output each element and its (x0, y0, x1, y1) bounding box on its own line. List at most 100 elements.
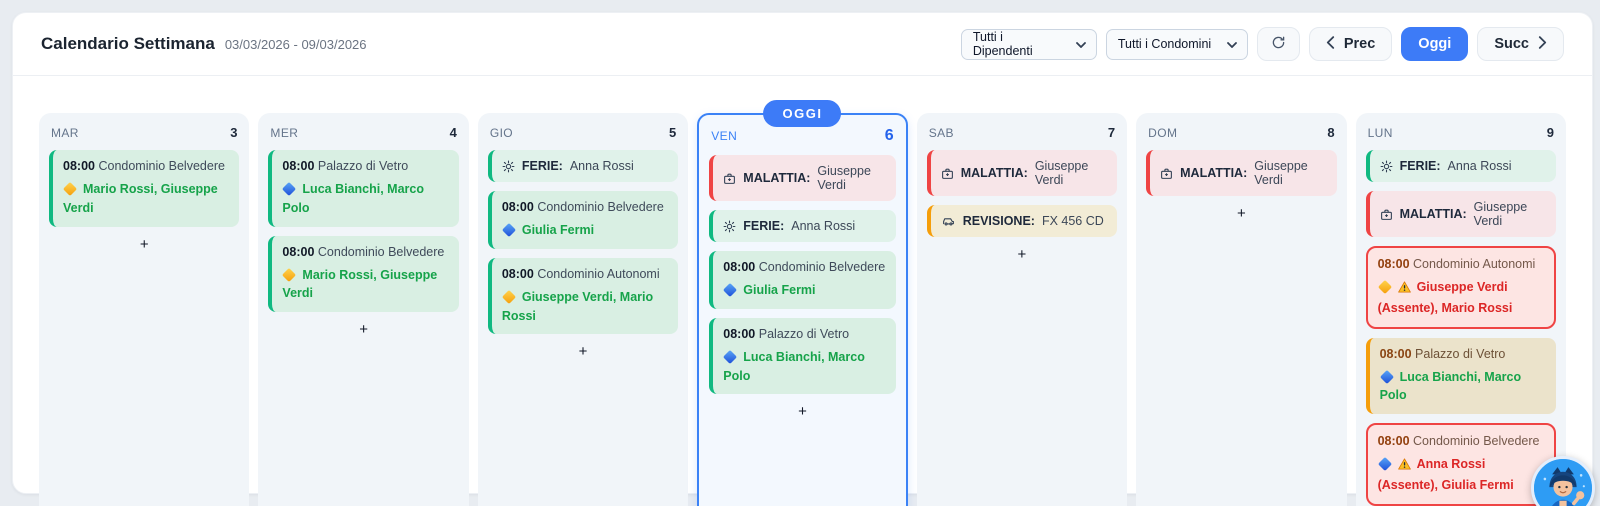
assistant-avatar[interactable] (1531, 456, 1595, 506)
date-range: 03/03/2026 - 09/03/2026 (224, 37, 367, 52)
event-time: 08:00 (1379, 346, 1412, 361)
event-card[interactable]: FERIE: Anna Rossi (487, 150, 679, 182)
event-attendees: Giuseppe Verdi (Assente), Mario Rossi (1377, 280, 1513, 315)
employees-filter-dropdown[interactable]: Tutti i Dipendenti (960, 28, 1097, 60)
event-attendees-row: Mario Rossi, Giuseppe Verdi (62, 180, 229, 218)
event-title-row: 08:00 Condominio Belvedere (1378, 434, 1544, 448)
day-header: DOM 8 (1148, 125, 1334, 140)
event-attendees-row: Giuseppe Verdi, Mario Rossi (501, 288, 668, 326)
event-title: Condominio Belvedere (758, 260, 886, 274)
day-name: VEN (711, 129, 738, 143)
event-time: 08:00 (63, 159, 95, 173)
event-title-row: 08:00 Condominio Autonomi (1378, 257, 1544, 271)
event-value: Giuseppe Verdi (817, 164, 871, 192)
event-value: Anna Rossi (569, 159, 634, 173)
event-value: Giuseppe Verdi (1034, 159, 1089, 187)
event-card[interactable]: 08:00 Condominio Autonomi Giuseppe Verdi,… (487, 257, 679, 335)
event-card[interactable]: 08:00 Condominio Belvedere Giulia Fermi (487, 191, 679, 249)
event-attendees-row: Luca Bianchi, Marco Polo (723, 348, 885, 386)
event-attendees: Giuseppe Verdi, Mario Rossi (501, 289, 654, 323)
day-header: MER 4 (270, 125, 456, 140)
add-event-button[interactable]: + (578, 343, 588, 361)
blue-diamond-icon (282, 181, 297, 197)
event-card[interactable]: REVISIONE: FX 456 CD (926, 205, 1118, 237)
event-title: Condominio Belvedere (1413, 434, 1540, 448)
day-number: 5 (669, 125, 677, 140)
day-column-dom: DOM 8 MALATTIA: Giuseppe Verdi + (1136, 113, 1347, 506)
event-card[interactable]: 08:00 Condominio Autonomi Giuseppe Verdi … (1365, 246, 1556, 329)
event-card[interactable]: MALATTIA: Giuseppe Verdi (1146, 150, 1337, 196)
header-left: Calendario Settimana 03/03/2026 - 09/03/… (41, 34, 367, 54)
condos-filter-dropdown[interactable]: Tutti i Condomini (1105, 28, 1248, 60)
event-time: 08:00 (1377, 434, 1410, 448)
event-title-row: 08:00 Palazzo di Vetro (723, 327, 885, 341)
day-column-ven: OGGI VEN 6 MALATTIA: Giuseppe Verdi FERIE: Ann… (697, 100, 908, 506)
day-name: MER (270, 126, 299, 140)
chevron-left-icon (1326, 35, 1335, 53)
warning-icon (1397, 280, 1411, 299)
event-card[interactable]: MALATTIA: Giuseppe Verdi (926, 150, 1118, 196)
event-time: 08:00 (1377, 257, 1410, 271)
event-card[interactable]: 08:00 Condominio Belvedere Anna Rossi (As… (1365, 423, 1556, 506)
today-button-label: Oggi (1418, 36, 1452, 52)
event-attendees-row: Giuseppe Verdi (Assente), Mario Rossi (1377, 278, 1544, 318)
event-card[interactable]: 08:00 Condominio Belvedere Giulia Fermi (709, 251, 896, 309)
today-button[interactable]: Oggi (1401, 27, 1469, 61)
day-name: LUN (1367, 126, 1393, 140)
event-time: 08:00 (282, 159, 315, 173)
add-event-button[interactable]: + (139, 235, 149, 253)
add-event-button[interactable]: + (1236, 205, 1246, 222)
add-event-button[interactable]: + (798, 403, 807, 421)
event-title: Condominio Belvedere (98, 159, 225, 173)
day-header: VEN 6 (711, 127, 893, 145)
event-time: 08:00 (723, 326, 756, 341)
prev-button-label: Prec (1343, 36, 1376, 52)
event-card[interactable]: 08:00 Palazzo di Vetro Luca Bianchi, Marc… (709, 317, 896, 395)
chevron-down-icon (1226, 37, 1237, 51)
event-time: 08:00 (723, 260, 756, 274)
event-card[interactable]: 08:00 Condominio Belvedere Mario Rossi, G… (49, 150, 240, 227)
event-card[interactable]: MALATTIA: Giuseppe Verdi (709, 155, 896, 201)
event-card[interactable]: 08:00 Condominio Belvedere Mario Rossi, G… (268, 235, 459, 312)
day-header: LUN 9 (1368, 125, 1554, 140)
event-card[interactable]: MALATTIA: Giuseppe Verdi (1365, 191, 1556, 237)
day-number: 9 (1546, 125, 1554, 140)
event-card[interactable]: 08:00 Palazzo di Vetro Luca Bianchi, Marc… (1365, 337, 1556, 414)
next-button[interactable]: Succ (1477, 27, 1564, 61)
day-column-sab: SAB 7 MALATTIA: Giuseppe Verdi REVISIONE: FX … (916, 113, 1128, 506)
event-title: Condominio Belvedere (537, 200, 664, 214)
refresh-button[interactable] (1256, 27, 1300, 61)
blue-diamond-icon (723, 349, 738, 364)
event-title-row: 08:00 Condominio Autonomi (502, 267, 668, 281)
event-attendees-row: Giulia Fermi (723, 281, 885, 300)
event-title: Palazzo di Vetro (1415, 346, 1506, 361)
warning-icon (1397, 457, 1411, 476)
event-card[interactable]: FERIE: Anna Rossi (709, 210, 896, 242)
add-event-button[interactable]: + (359, 321, 369, 338)
event-time: 08:00 (501, 200, 534, 214)
blue-diamond-icon (1377, 456, 1392, 472)
event-card[interactable]: 08:00 Palazzo di Vetro Luca Bianchi, Marc… (268, 150, 459, 227)
event-title-row: 08:00 Condominio Belvedere (502, 200, 668, 214)
event-title-row: 08:00 Palazzo di Vetro (1380, 347, 1546, 361)
day-column-mer: MER 4 08:00 Palazzo di Vetro Luca Bianchi, … (258, 113, 469, 506)
today-badge: OGGI (763, 100, 842, 127)
event-time: 08:00 (282, 244, 315, 259)
event-title-row: 08:00 Palazzo di Vetro (282, 159, 448, 173)
event-attendees: Mario Rossi, Giuseppe Verdi (63, 182, 218, 215)
employees-filter-value: Tutti i Dipendenti (972, 30, 1033, 58)
event-label: MALATTIA: (1399, 207, 1467, 221)
event-time: 08:00 (501, 266, 534, 281)
orange-diamond-icon (62, 181, 78, 197)
day-name: GIO (489, 126, 514, 140)
add-event-button[interactable]: + (1017, 246, 1027, 263)
event-label: REVISIONE: (962, 214, 1035, 228)
prev-button[interactable]: Prec (1308, 27, 1393, 61)
header-controls: Tutti i Dipendenti Tutti i Condomini Pre… (960, 27, 1564, 61)
page-title: Calendario Settimana (41, 34, 215, 53)
day-column-lun: LUN 9 FERIE: Anna Rossi MALATTIA: Giuseppe Ve… (1355, 113, 1566, 506)
event-card[interactable]: FERIE: Anna Rossi (1365, 150, 1556, 182)
day-name: DOM (1148, 126, 1178, 140)
event-label: MALATTIA: (1180, 166, 1248, 180)
medical-bag-icon (1160, 167, 1173, 180)
